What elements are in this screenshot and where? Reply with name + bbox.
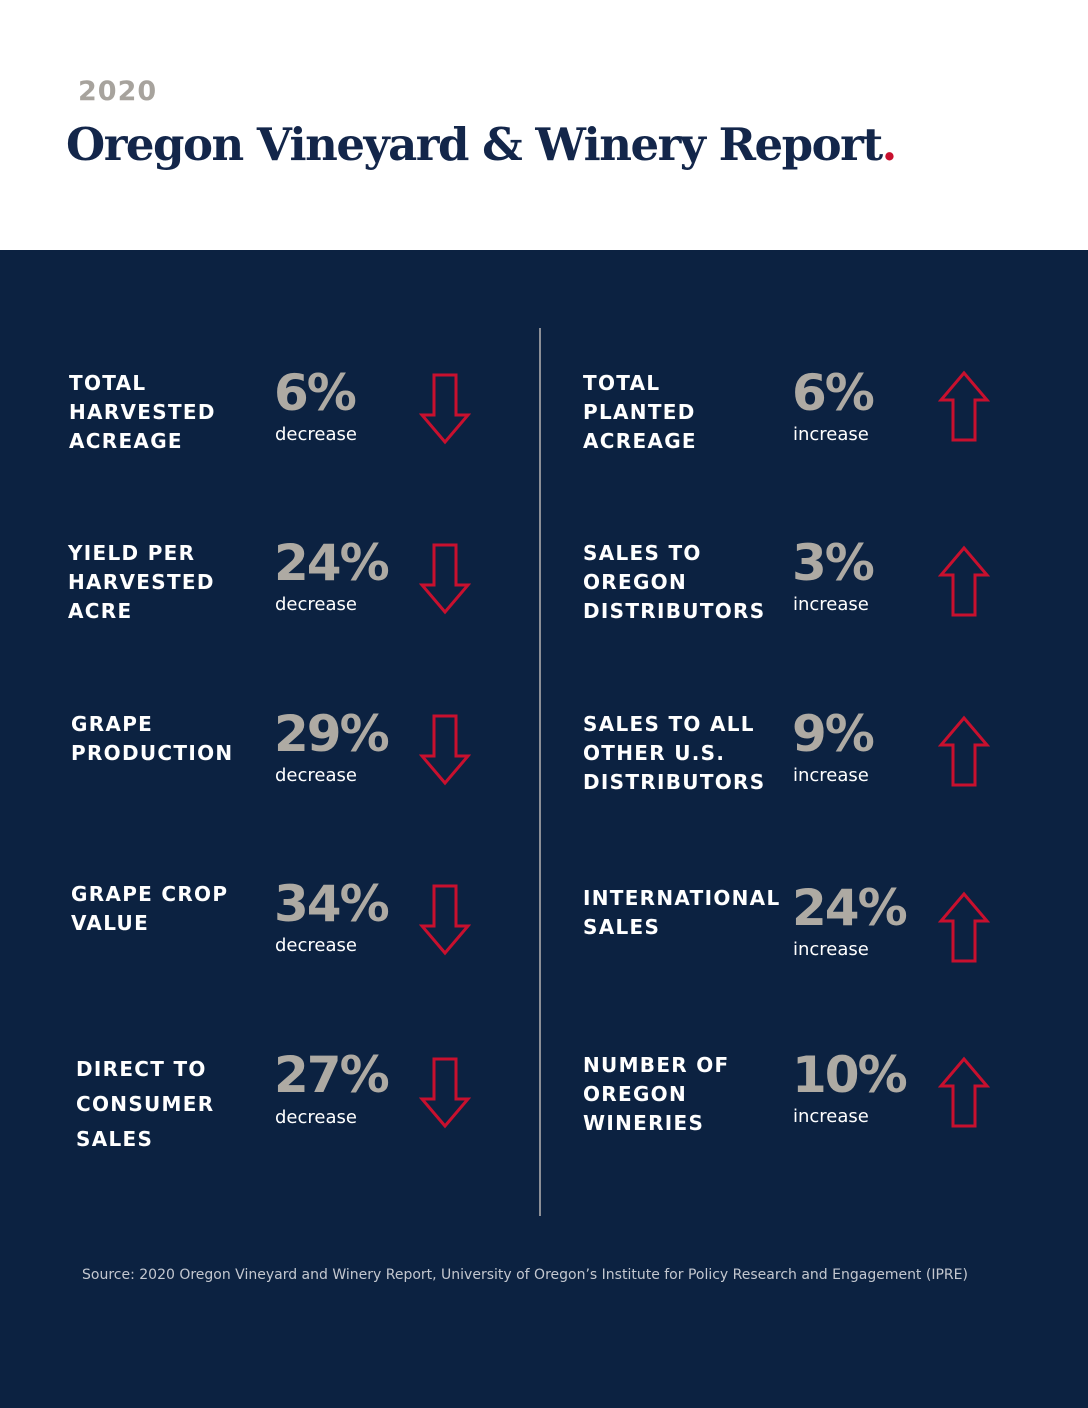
stat-direction: increase bbox=[793, 424, 869, 445]
stat-label-line: ACREAGE bbox=[69, 429, 183, 453]
stat-label: TOTAL HARVESTED ACREAGE bbox=[69, 369, 216, 456]
stat-value: 6% bbox=[792, 364, 875, 422]
arrow-up-icon bbox=[938, 545, 990, 617]
stat-label-line: YIELD PER bbox=[68, 541, 196, 565]
stats-panel bbox=[0, 250, 1088, 1408]
arrow-up-icon bbox=[938, 891, 990, 963]
arrow-up-icon bbox=[938, 715, 990, 787]
stat-value: 34% bbox=[274, 875, 390, 933]
stat-label-line: SALES TO ALL bbox=[583, 712, 755, 736]
arrow-up-icon bbox=[938, 370, 990, 442]
stat-label: TOTAL PLANTED ACREAGE bbox=[583, 369, 697, 456]
stat-label-line: TOTAL bbox=[583, 371, 661, 395]
stat-label-line: WINERIES bbox=[583, 1111, 705, 1135]
report-title: Oregon Vineyard & Winery Report. bbox=[66, 118, 898, 171]
stat-label-line: OTHER U.S. bbox=[583, 741, 726, 765]
stat-direction: increase bbox=[793, 1106, 869, 1127]
stat-label-line: CONSUMER bbox=[76, 1092, 215, 1116]
stat-label-line: GRAPE bbox=[71, 712, 154, 736]
stat-direction: decrease bbox=[275, 594, 357, 615]
stat-label: GRAPE CROP VALUE bbox=[71, 880, 228, 938]
stat-label-line: GRAPE CROP bbox=[71, 882, 229, 906]
column-divider bbox=[539, 328, 541, 1216]
stat-value: 29% bbox=[274, 705, 390, 763]
stat-label-line: VALUE bbox=[71, 911, 150, 935]
stat-direction: decrease bbox=[275, 424, 357, 445]
stat-direction: increase bbox=[793, 594, 869, 615]
stat-label-line: DISTRIBUTORS bbox=[583, 599, 766, 623]
stat-label-line: OREGON bbox=[583, 1082, 688, 1106]
stat-label-line: ACREAGE bbox=[583, 429, 697, 453]
stat-value: 3% bbox=[792, 534, 875, 592]
stat-label: DIRECT TO CONSUMER SALES bbox=[76, 1052, 214, 1157]
stat-label-line: DISTRIBUTORS bbox=[583, 770, 766, 794]
report-header: 2020 Oregon Vineyard & Winery Report. bbox=[0, 0, 1088, 250]
arrow-down-icon bbox=[419, 884, 471, 956]
stat-direction: decrease bbox=[275, 765, 357, 786]
stat-value: 24% bbox=[274, 534, 390, 592]
stat-direction: increase bbox=[793, 765, 869, 786]
stat-label-line: PRODUCTION bbox=[71, 741, 234, 765]
stat-label-line: HARVESTED bbox=[69, 400, 216, 424]
stat-label-line: PLANTED bbox=[583, 400, 696, 424]
stat-value: 10% bbox=[792, 1046, 908, 1104]
arrow-down-icon bbox=[419, 373, 471, 445]
arrow-down-icon bbox=[419, 543, 471, 615]
stat-label-line: SALES bbox=[583, 915, 661, 939]
stat-label-line: NUMBER OF bbox=[583, 1053, 730, 1077]
stat-label: NUMBER OF OREGON WINERIES bbox=[583, 1051, 730, 1138]
arrow-down-icon bbox=[419, 1057, 471, 1129]
report-year: 2020 bbox=[78, 76, 158, 107]
stat-label: SALES TO OREGON DISTRIBUTORS bbox=[583, 539, 765, 626]
stat-direction: decrease bbox=[275, 1107, 357, 1128]
stat-label: GRAPE PRODUCTION bbox=[71, 710, 233, 768]
stat-value: 9% bbox=[792, 705, 875, 763]
stat-label-line: INTERNATIONAL bbox=[583, 886, 781, 910]
stat-label-line: HARVESTED bbox=[68, 570, 215, 594]
stat-label: INTERNATIONAL SALES bbox=[583, 884, 781, 942]
stat-label-line: OREGON bbox=[583, 570, 688, 594]
stat-label-line: TOTAL bbox=[69, 371, 147, 395]
stat-label: YIELD PER HARVESTED ACRE bbox=[68, 539, 215, 626]
stat-label-line: SALES bbox=[76, 1127, 154, 1151]
stat-direction: decrease bbox=[275, 935, 357, 956]
stat-label-line: DIRECT TO bbox=[76, 1057, 207, 1081]
stat-label: SALES TO ALL OTHER U.S. DISTRIBUTORS bbox=[583, 710, 765, 797]
stat-direction: increase bbox=[793, 939, 869, 960]
arrow-up-icon bbox=[938, 1056, 990, 1128]
arrow-down-icon bbox=[419, 714, 471, 786]
report-title-text: Oregon Vineyard & Winery Report bbox=[66, 118, 883, 171]
stat-value: 24% bbox=[792, 879, 908, 937]
stat-value: 27% bbox=[274, 1046, 390, 1104]
title-accent-dot: . bbox=[881, 118, 898, 171]
stat-label-line: SALES TO bbox=[583, 541, 702, 565]
stat-value: 6% bbox=[274, 364, 357, 422]
source-citation: Source: 2020 Oregon Vineyard and Winery … bbox=[82, 1267, 968, 1283]
stat-label-line: ACRE bbox=[68, 599, 133, 623]
